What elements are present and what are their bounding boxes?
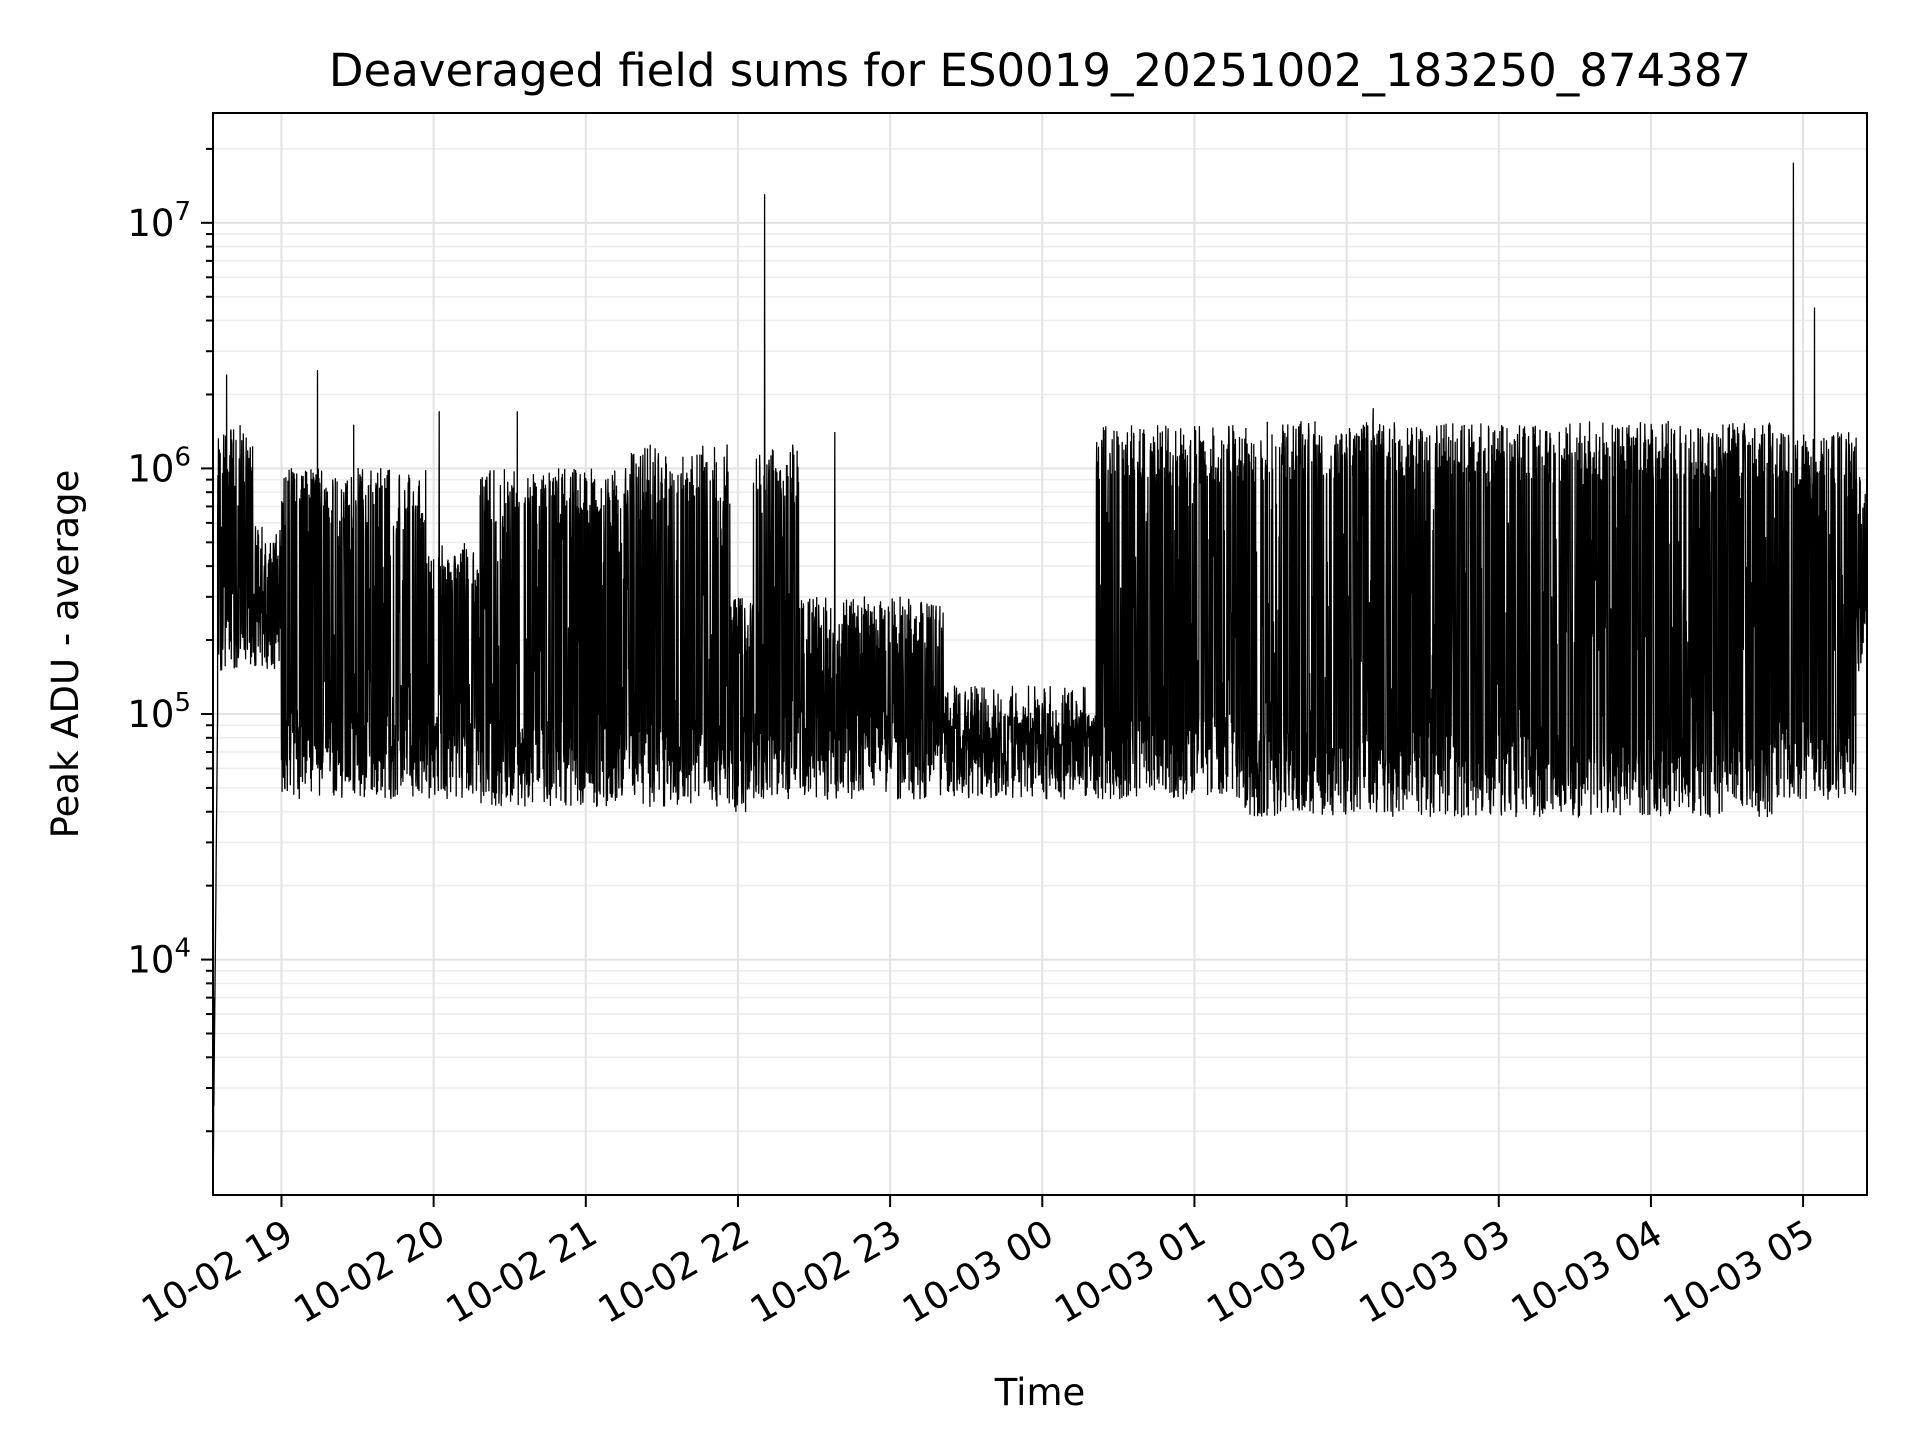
y-axis-ticks: 104 105 106 107 [127, 147, 213, 1133]
y-axis-label: Peak ADU - average [44, 470, 87, 839]
plot-area-frame [212, 112, 1868, 1196]
series-group [212, 162, 1868, 1196]
x-axis-label: Time [994, 1371, 1086, 1414]
y-tick-label: 106 [127, 442, 191, 490]
series-line [212, 162, 1868, 1196]
y-tick-label: 107 [127, 197, 191, 245]
chart-title: Deaveraged field sums for ES0019_2025100… [329, 44, 1751, 97]
y-tick-label: 104 [127, 934, 191, 982]
y-tick-label: 105 [127, 688, 191, 736]
